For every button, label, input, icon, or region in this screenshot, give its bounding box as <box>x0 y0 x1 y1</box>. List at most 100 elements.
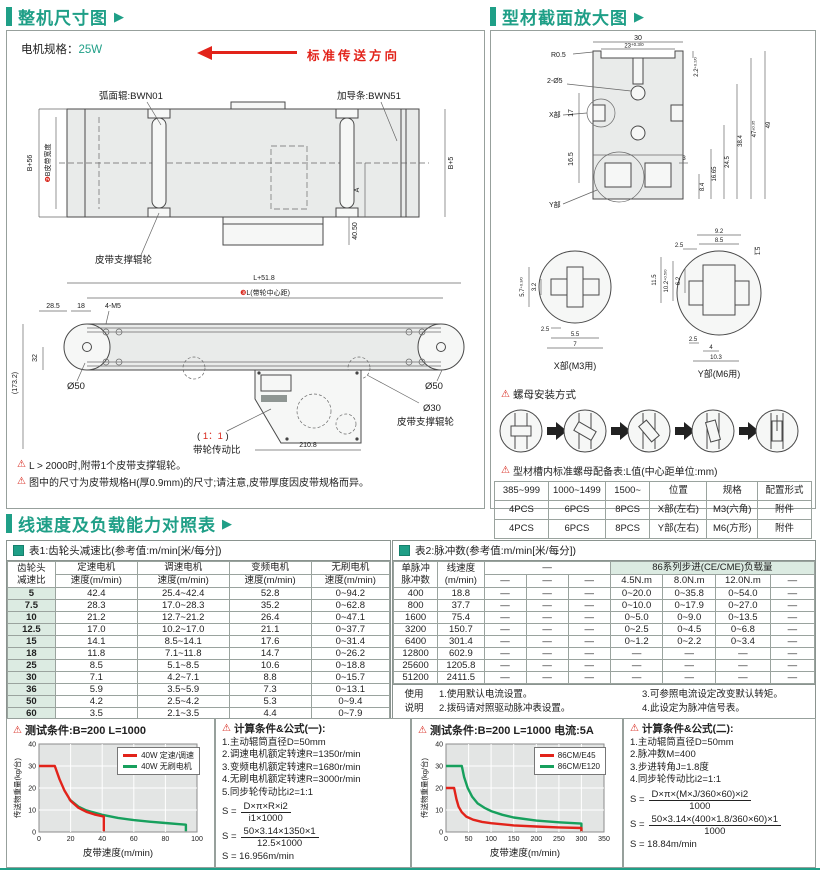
svg-text:30: 30 <box>435 764 443 771</box>
calc-line: 2.调速电机额定转速R=1350r/min <box>222 749 361 760</box>
table-cell: 1600 <box>392 611 439 624</box>
svg-text:0: 0 <box>37 836 41 843</box>
table-cell: 5.9 <box>54 683 138 696</box>
table-cell: 37.7 <box>437 599 485 612</box>
column-subheader: 8.0N.m <box>662 574 717 588</box>
table-cell: X部(左右) <box>649 500 708 520</box>
table-cell: 8.5~14.1 <box>136 635 230 648</box>
table-cell: 18.8 <box>437 587 485 600</box>
calc1-title: ⚠ 计算条件&公式(一): <box>222 723 326 735</box>
table-row: 1600 75.4— — —0~5.0 0~9.0 0~13.5— <box>392 611 816 624</box>
motor-spec: 电机规格：25W <box>21 41 102 57</box>
series-line <box>446 764 583 832</box>
section-bar <box>6 7 12 26</box>
column-subheader: 12.0N.m <box>715 574 771 588</box>
table-cell: 15 <box>7 635 56 648</box>
table-cell: 14.1 <box>54 635 138 648</box>
table-cell: — <box>769 587 816 600</box>
calc-line: 4.无刷电机额定转速R=3000r/min <box>222 774 361 785</box>
column-header: 定速电机 <box>54 561 138 575</box>
dim-label: 2.5 <box>675 243 684 249</box>
table-cell: 0~37.7 <box>310 623 391 636</box>
dim-label: ❷B皮带宽度 <box>43 144 52 183</box>
table-cell: 602.9 <box>437 647 485 660</box>
column-subheader: 速度(m/min) <box>310 574 391 588</box>
nut-step-1 <box>499 409 543 453</box>
step-arrow-icon <box>739 422 759 440</box>
table-cell: 25 <box>7 659 56 672</box>
table-row: 12.5 17.0 10.2~17.0 21.1 0~37.7 <box>7 623 391 636</box>
dim-label: 9.2 <box>715 229 724 235</box>
table-row: 4PCS 6PCS 8PCS X部(左右) M3(六角) 附件 <box>494 500 812 520</box>
table-cell: 8PCS <box>604 519 651 539</box>
svg-text:200: 200 <box>530 836 542 843</box>
guide-callout: 加导条:BWN51 <box>337 90 401 102</box>
table-cell: 0~35.8 <box>662 587 717 600</box>
section-bar <box>490 7 496 26</box>
calc-line: 4.同步轮传动比i2=1:1 <box>630 774 722 785</box>
dim-label: B+56 <box>27 155 34 172</box>
calc-line: 1.主动辊筒直径D=50mm <box>222 736 326 748</box>
step-arrow-icon <box>611 422 631 440</box>
table-cell: 42.4 <box>54 587 138 600</box>
chart-legend: 40W 定速/调速 40W 无刷电机 <box>117 747 200 775</box>
dim-label: 16.5 <box>568 152 575 166</box>
table-cell: 4PCS <box>494 519 549 539</box>
table-cell: 0~54.0 <box>715 587 771 600</box>
table-cell: 301.4 <box>437 635 485 648</box>
table-cell: M6(方形) <box>706 519 759 539</box>
direction-arrow-line <box>211 51 297 54</box>
table-cell: 150.7 <box>437 623 485 636</box>
table-cell: — <box>525 659 569 672</box>
table-cell: 51200 <box>392 671 439 684</box>
table-cell: 1205.8 <box>437 659 485 672</box>
table-cell: — <box>769 671 816 684</box>
load-chart-panel-2: ⚠ 测试条件:B=200 L=1000 电流:5A 0 50 100 <box>411 718 623 868</box>
ratio-label: ( 1：1 ) <box>197 431 229 442</box>
column-header: 配置形式 <box>757 481 812 501</box>
dim-label: 6.2 <box>676 276 682 285</box>
table-cell: 2411.5 <box>437 671 485 684</box>
table-cell: — <box>483 587 527 600</box>
table-cell: 17.0 <box>54 623 138 636</box>
table-cell: 12800 <box>392 647 439 660</box>
table-cell: 30 <box>7 671 56 684</box>
dim-label: 47±0.35 <box>751 120 759 137</box>
table-row: 5 42.4 25.4~42.4 52.8 0~94.2 <box>7 587 391 600</box>
dim-label: 1.5 <box>756 246 762 255</box>
table-cell: 7.1 <box>54 671 138 684</box>
svg-text:40: 40 <box>435 742 443 749</box>
table-cell: 12.7~21.2 <box>136 611 230 624</box>
x-detail-caption: X部(M3用) <box>554 360 597 371</box>
usage-notes-right: 3.可参照电流设定改变默认转矩。 4.此设定为脉冲信号表。 <box>642 689 783 714</box>
svg-text:150: 150 <box>508 836 520 843</box>
table-cell: — <box>567 611 611 624</box>
svg-text:30: 30 <box>28 764 36 771</box>
support-roller-callout: 皮带支撑辊轮 <box>397 416 455 428</box>
nut-install-label: ⚠ 螺母安装方式 <box>501 389 576 401</box>
table-cell: 21.2 <box>54 611 138 624</box>
warning-icon: ⚠ <box>17 476 26 487</box>
nut-step-5 <box>755 409 799 453</box>
table-row: 6400 301.4— — —0~1.2 0~2.2 0~3.4— <box>392 635 816 648</box>
y-axis-label: 传送物重量(kg/台) <box>12 757 22 818</box>
table-marker-icon <box>399 545 410 556</box>
table-row: 800 37.7— — —0~10.0 0~17.9 0~27.0— <box>392 599 816 612</box>
table-row: 7.5 28.3 17.0~28.3 35.2 0~62.8 <box>7 599 391 612</box>
table-cell: — <box>525 611 569 624</box>
section-title: 整机尺寸图 <box>18 9 108 28</box>
svg-text:20: 20 <box>28 786 36 793</box>
table-row: 15 14.1 8.5~14.1 17.6 0~31.4 <box>7 635 391 648</box>
column-subheader: — <box>769 574 816 588</box>
table-cell: 7.3 <box>228 683 312 696</box>
x-axis-label: 皮带速度(m/min) <box>83 847 153 859</box>
table-cell: 10 <box>7 611 56 624</box>
svg-text:20: 20 <box>435 786 443 793</box>
calc-line: 1.主动辊筒直径D=50mm <box>630 736 734 748</box>
table-cell: 11.8 <box>54 647 138 660</box>
calc-line: 5.同步轮传动比i2=1:1 <box>222 786 314 798</box>
table-cell: 0~9.0 <box>662 611 717 624</box>
dim-label: 5.5 <box>571 332 580 338</box>
warning-icon: ⚠ <box>501 389 510 400</box>
dim-label: 210.8 <box>299 442 317 449</box>
